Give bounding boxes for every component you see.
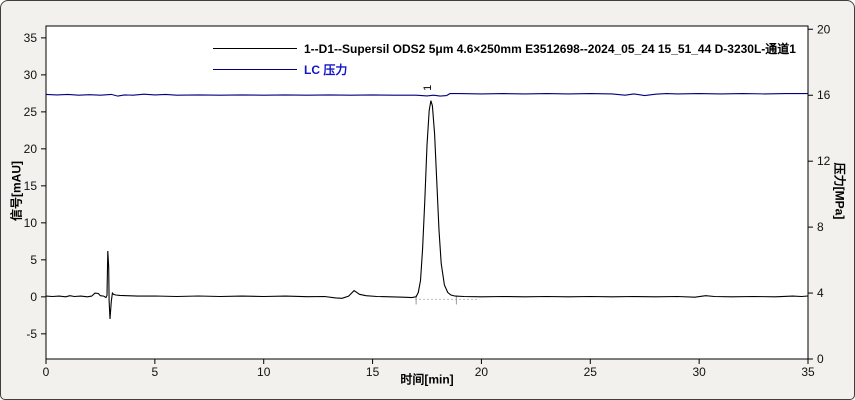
x-tick-label: 5 bbox=[152, 365, 159, 379]
legend: 1--D1--Supersil ODS2 5μm 4.6×250mm E3512… bbox=[213, 40, 796, 78]
legend-item-pressure: LC 压力 bbox=[213, 61, 796, 78]
left-tick-label: 35 bbox=[24, 31, 38, 45]
plot-frame bbox=[45, 25, 809, 360]
right-tick-label: 4 bbox=[817, 286, 824, 300]
x-tick-label: 35 bbox=[801, 365, 815, 379]
x-tick-label: 20 bbox=[475, 365, 489, 379]
right-tick-label: 0 bbox=[817, 352, 824, 366]
left-tick-label: 5 bbox=[30, 253, 37, 267]
left-tick-label: 25 bbox=[24, 105, 38, 119]
right-tick-label: 16 bbox=[817, 88, 831, 102]
right-tick-label: 8 bbox=[817, 220, 824, 234]
signal-trace bbox=[45, 100, 809, 320]
right-axis-title: 压力[MPa] bbox=[832, 162, 847, 220]
x-axis-title: 时间[min] bbox=[400, 372, 454, 387]
pressure-legend-label: LC 压力 bbox=[304, 63, 348, 77]
legend-item-signal: 1--D1--Supersil ODS2 5μm 4.6×250mm E3512… bbox=[213, 40, 796, 57]
signal-line-swatch bbox=[213, 48, 297, 49]
left-axis-title: 信号[mAU] bbox=[9, 161, 24, 221]
plot-area bbox=[46, 26, 808, 359]
left-tick-label: 15 bbox=[24, 179, 38, 193]
pressure-trace bbox=[45, 93, 808, 97]
left-tick-label: -5 bbox=[26, 327, 37, 341]
x-tick-label: 30 bbox=[692, 365, 706, 379]
x-tick-label: 15 bbox=[366, 365, 380, 379]
x-tick-label: 25 bbox=[584, 365, 598, 379]
signal-legend-label: 1--D1--Supersil ODS2 5μm 4.6×250mm E3512… bbox=[304, 42, 796, 56]
x-tick-label: 10 bbox=[257, 365, 271, 379]
right-tick-label: 12 bbox=[817, 154, 831, 168]
left-tick-label: 30 bbox=[24, 68, 38, 82]
pressure-line-swatch bbox=[213, 69, 297, 70]
left-tick-label: 0 bbox=[30, 290, 37, 304]
left-tick-label: 20 bbox=[24, 142, 38, 156]
right-tick-label: 20 bbox=[817, 22, 831, 36]
x-tick-label: 0 bbox=[43, 365, 50, 379]
left-tick-label: 10 bbox=[24, 216, 38, 230]
peak-number-label: 1 bbox=[422, 85, 434, 91]
